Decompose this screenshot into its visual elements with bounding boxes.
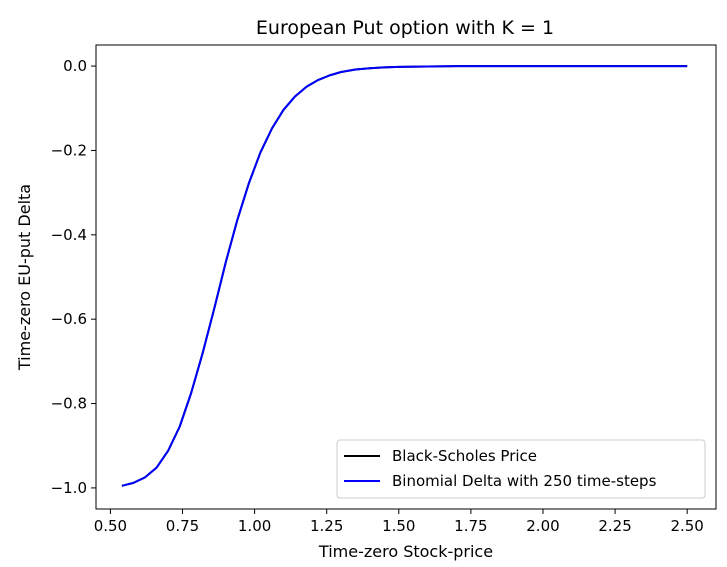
legend-box — [336, 439, 706, 499]
series-line-1 — [121, 65, 688, 487]
y-tick-label: 0.0 — [63, 57, 87, 75]
plot-area: 0.50 0.75 1.00 1.25 1.50 1.75 2.00 2.25 2.50 −1.… — [51, 44, 717, 535]
x-tick-label: 1.75 — [454, 517, 487, 535]
y-tick-label: −0.4 — [51, 226, 87, 244]
y-tick-label: −0.2 — [51, 141, 87, 159]
y-tick-label: −0.8 — [51, 395, 87, 413]
x-axis-ticks: 0.50 0.75 1.00 1.25 1.50 1.75 2.00 2.25 2.50 — [94, 509, 704, 535]
x-tick-label: 0.75 — [166, 517, 199, 535]
x-tick-label: 2.25 — [598, 517, 631, 535]
x-tick-label: 1.25 — [310, 517, 343, 535]
series-line-0 — [121, 65, 688, 487]
legend-label-black-scholes: Black-Scholes Price — [392, 447, 537, 465]
x-axis-label: Time-zero Stock-price — [318, 542, 493, 561]
legend-label-binomial: Binomial Delta with 250 time-steps — [392, 472, 657, 490]
chart-title: European Put option with K = 1 — [256, 17, 554, 39]
plot-frame — [95, 44, 717, 510]
x-tick-label: 2.00 — [526, 517, 559, 535]
x-tick-label: 1.50 — [382, 517, 415, 535]
y-axis-ticks: −1.0 −0.8 −0.6 −0.4 −0.2 0.0 — [51, 57, 96, 497]
y-axis-label: Time-zero EU-put Delta — [15, 184, 34, 371]
y-tick-label: −1.0 — [51, 479, 87, 497]
x-tick-label: 2.50 — [670, 517, 703, 535]
x-tick-label: 1.00 — [238, 517, 271, 535]
legend: Black-Scholes Price Binomial Delta with … — [336, 439, 706, 499]
x-tick-label: 0.50 — [94, 517, 127, 535]
series-layer — [121, 65, 688, 487]
y-tick-label: −0.6 — [51, 310, 87, 328]
